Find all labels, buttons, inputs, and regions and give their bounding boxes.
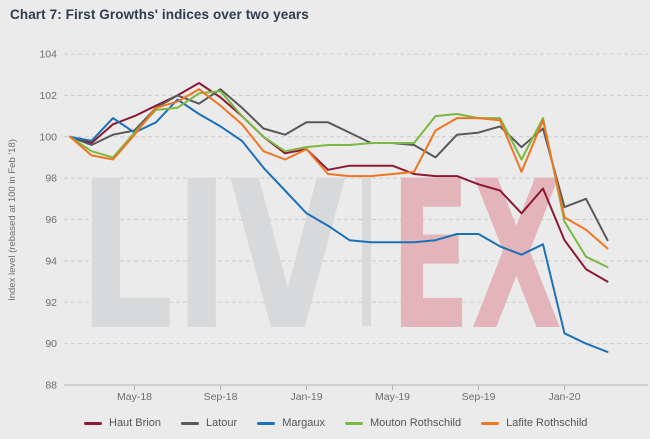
x-tick-label: Jan-19	[290, 391, 322, 403]
watermark-divider	[362, 178, 371, 326]
watermark-ex-text: EX	[390, 138, 562, 376]
y-tick-label: 88	[45, 380, 57, 392]
gridlines	[64, 53, 648, 345]
legend-item-lafite-rothschild: Lafite Rothschild	[481, 417, 587, 429]
series-lines	[69, 82, 609, 353]
legend-swatch	[344, 421, 363, 425]
y-tick-label: 90	[45, 338, 57, 350]
series-line-mouton-rothschild	[69, 90, 609, 269]
legend-swatch	[257, 421, 276, 425]
legend-label: Mouton Rothschild	[369, 417, 462, 429]
x-tick-label: Sep-18	[204, 391, 238, 403]
chart-legend: Haut Brion Latour Margaux Mouton Rothschild…	[84, 417, 587, 429]
x-tick-label: May-19	[375, 391, 410, 403]
watermark-liv-text: LIV	[78, 138, 346, 376]
series-line-margaux	[69, 98, 609, 353]
y-tick-label: 96	[45, 214, 57, 226]
x-tick-label: Sep-19	[462, 391, 496, 403]
legend-swatch	[481, 421, 500, 425]
legend-label: Margaux	[282, 417, 325, 429]
y-tick-label: 92	[45, 297, 57, 309]
legend-swatch	[84, 421, 102, 425]
x-axis: May-18 Sep-18 Jan-19 May-19 Sep-19 Jan-20	[64, 384, 648, 403]
series-line-lafite-rothschild	[69, 88, 609, 250]
y-tick-label: 100	[39, 131, 57, 143]
y-axis-title: Index level (rebased at 100 in Feb '18)	[7, 139, 18, 301]
legend-item-latour: Latour	[180, 417, 238, 429]
y-tick-label: 104	[39, 49, 57, 61]
x-tick-label: May-18	[117, 391, 152, 403]
y-axis-labels: 88 90 92 94 96 98 100 102 104	[39, 49, 57, 392]
watermark: LIV EX	[78, 138, 562, 376]
y-tick-label: 98	[45, 173, 57, 185]
legend-label: Lafite Rothschild	[506, 417, 588, 429]
y-tick-label: 102	[39, 90, 57, 102]
x-tick-label: Jan-20	[548, 391, 580, 403]
legend-item-margaux: Margaux	[257, 417, 325, 429]
legend-item-haut-brion: Haut Brion	[84, 417, 161, 429]
chart-title: Chart 7: First Growths' indices over two…	[10, 7, 309, 22]
y-tick-label: 94	[45, 255, 57, 267]
series-line-haut-brion	[69, 82, 609, 283]
legend-label: Haut Brion	[109, 417, 161, 429]
legend-swatch	[180, 421, 199, 425]
legend-label: Latour	[205, 417, 238, 429]
legend-item-mouton-rothschild: Mouton Rothschild	[344, 417, 462, 429]
